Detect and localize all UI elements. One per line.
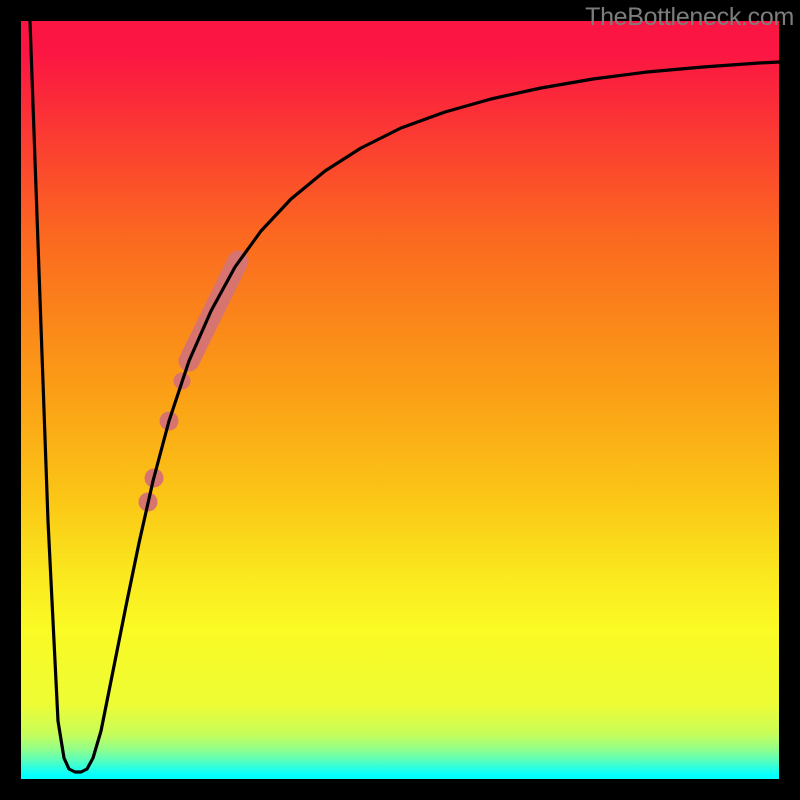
chart-svg (21, 21, 779, 779)
bottleneck-curve (30, 21, 779, 772)
plot-area (21, 21, 779, 779)
watermark-text: TheBottleneck.com (585, 3, 794, 32)
figure-frame: TheBottleneck.com (0, 0, 800, 800)
